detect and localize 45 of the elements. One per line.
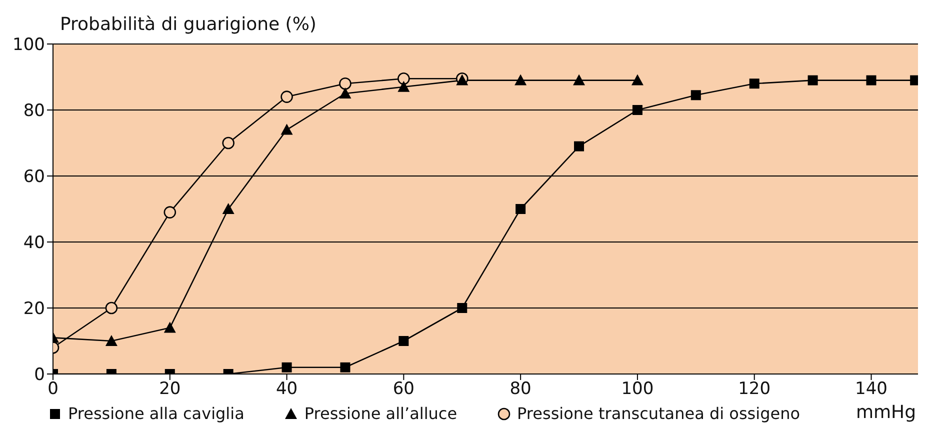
point (808, 75, 818, 86)
point (164, 206, 176, 218)
x-tick-label: 0 (48, 379, 58, 400)
point (339, 77, 352, 90)
x-tick-label: 80 (510, 379, 532, 400)
point (516, 204, 526, 214)
x-tick-label: 40 (276, 379, 298, 400)
point (280, 124, 293, 135)
y-tick-label: 20 (23, 299, 45, 320)
x-tick-label: 120 (738, 379, 771, 400)
x-tick-label: 140 (855, 379, 888, 400)
point (398, 80, 410, 92)
point (573, 74, 586, 86)
x-axis-title: mmHg (856, 402, 916, 423)
point (514, 74, 527, 86)
legend-label: Pressione alla caviglia (68, 404, 244, 423)
point (749, 78, 760, 89)
y-tick-label: 100 (12, 35, 45, 56)
y-tick-label: 40 (23, 233, 45, 254)
point (631, 74, 644, 86)
point (282, 362, 292, 372)
point (222, 203, 234, 214)
point (164, 322, 176, 333)
point (340, 362, 350, 372)
legend-label: Pressione all’alluce (304, 404, 458, 423)
point (280, 90, 293, 103)
point (690, 90, 701, 100)
point (457, 303, 468, 313)
point (398, 336, 409, 346)
y-tick-label: 0 (34, 365, 45, 386)
x-tick-label: 100 (621, 379, 654, 400)
point (105, 335, 118, 346)
point (222, 136, 234, 150)
y-axis-title: Probabilità di guarigione (%) (60, 14, 316, 35)
point (398, 72, 410, 85)
x-tick-label: 20 (159, 379, 181, 400)
y-tick-label: 80 (23, 101, 45, 122)
point (866, 75, 876, 86)
point (105, 302, 118, 314)
point (574, 141, 584, 152)
point (339, 88, 352, 98)
legend-label: Pressione transcutanea di ossigeno (517, 404, 800, 423)
y-tick-label: 60 (23, 167, 45, 188)
point (632, 105, 642, 115)
x-tick-label: 60 (392, 379, 414, 400)
